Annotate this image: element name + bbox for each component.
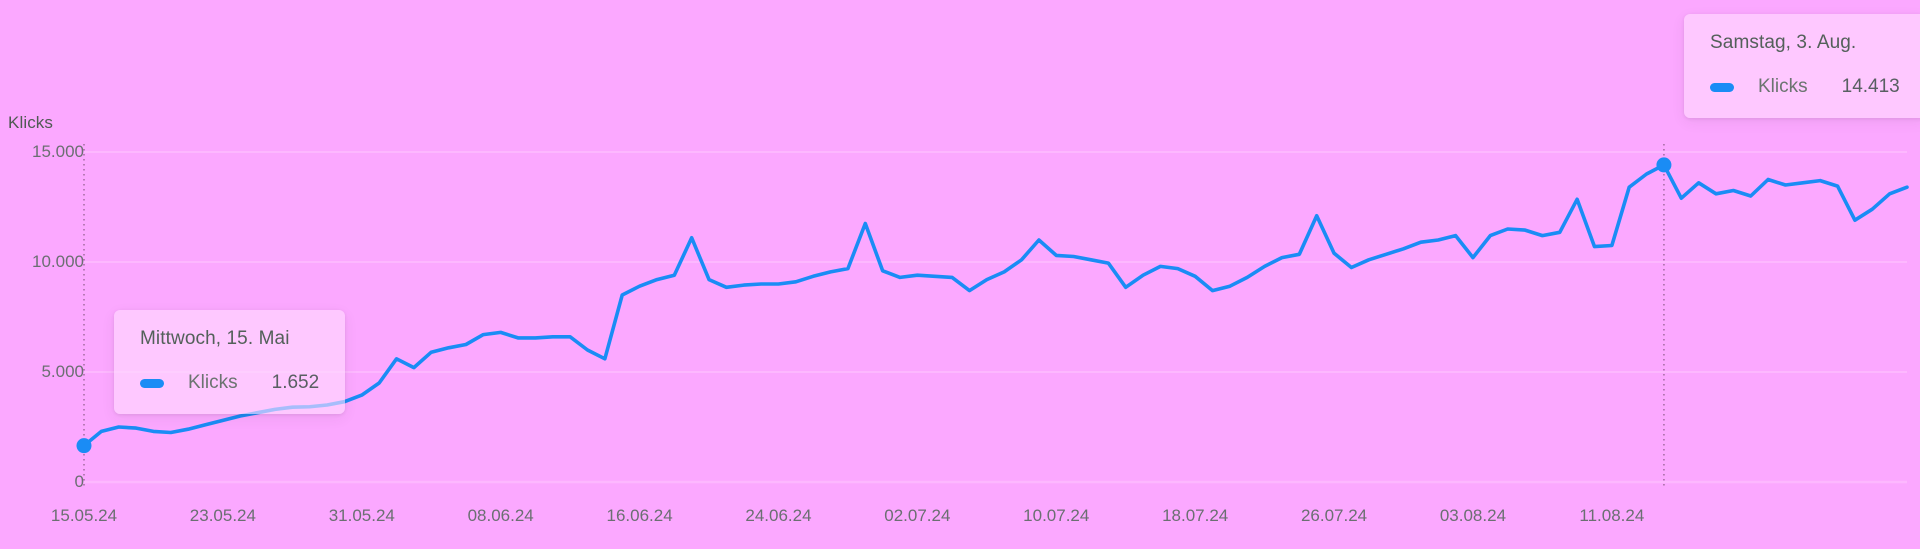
crosshair-lines (83, 144, 1665, 486)
y-axis: 0 5.000 10.000 15.000 (0, 0, 84, 549)
series-color-swatch-icon (1710, 82, 1734, 92)
start-marker[interactable] (76, 438, 92, 454)
tooltip-hover-title: Samstag, 3. Aug. (1710, 32, 1857, 53)
tooltip-start-row: Klicks 1.652 (140, 372, 319, 394)
y-axis-tick-label: 0 (74, 472, 84, 491)
tooltip-hover: Samstag, 3. Aug. Klicks 14.413 (1684, 14, 1920, 118)
series-line-klicks (82, 163, 1909, 448)
tooltip-start-title: Mittwoch, 15. Mai (140, 328, 290, 349)
data-point-markers[interactable] (76, 157, 1672, 454)
y-axis-title: Klicks (8, 113, 53, 132)
y-axis-tick-label: 15.000 (32, 142, 84, 161)
tooltip-start-value: 1.652 (271, 372, 320, 393)
hover-marker[interactable] (1656, 157, 1672, 173)
y-axis-tick-label: 10.000 (32, 252, 84, 271)
gridlines (84, 151, 1907, 484)
tooltip-start-series-label: Klicks (188, 372, 238, 393)
series-color-swatch-icon (140, 378, 164, 388)
tooltip-start: Mittwoch, 15. Mai Klicks 1.652 (114, 310, 346, 414)
tooltip-hover-series-label: Klicks (1758, 76, 1808, 97)
tooltip-hover-value: 14.413 (1841, 76, 1900, 97)
y-axis-tick-label: 5.000 (41, 362, 84, 381)
tooltip-hover-row: Klicks 14.413 (1710, 76, 1900, 98)
